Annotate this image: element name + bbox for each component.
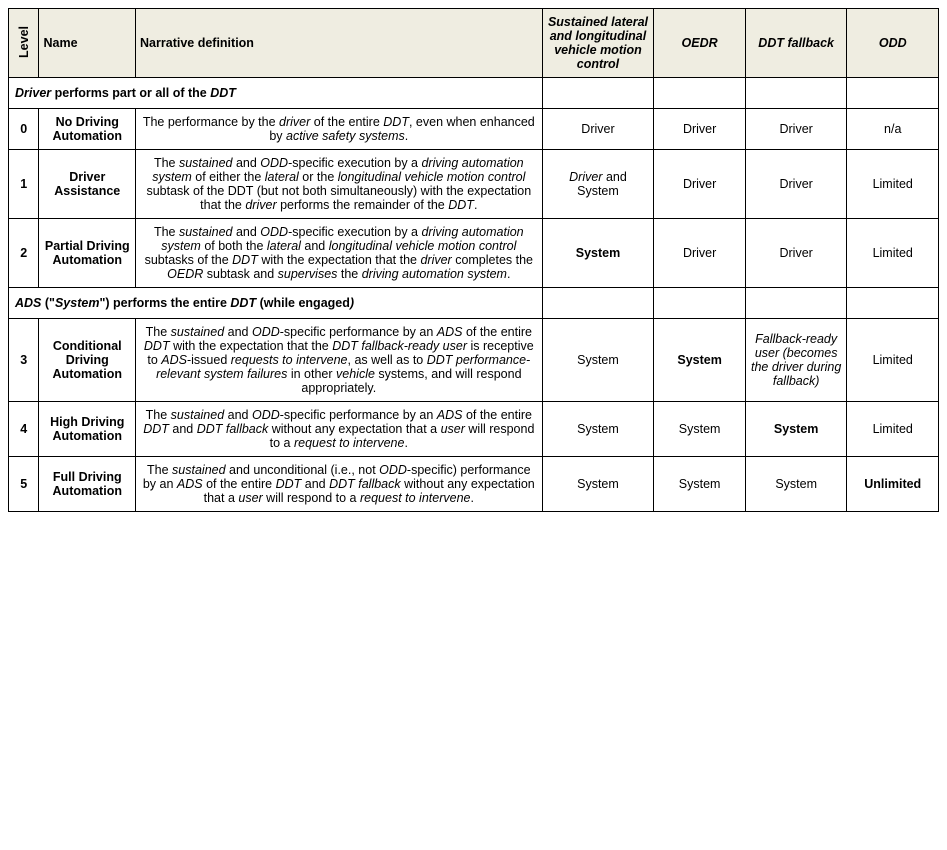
cell-level: 0: [9, 109, 39, 150]
cell-odd: n/a: [847, 109, 939, 150]
col-header-odd: ODD: [847, 9, 939, 78]
cell-name: Conditional Driving Automation: [39, 319, 136, 402]
cell-odd: Limited: [847, 150, 939, 219]
cell-fallback: Driver: [745, 150, 847, 219]
cell-level: 5: [9, 457, 39, 512]
table-row: 3Conditional Driving AutomationThe susta…: [9, 319, 939, 402]
section-header-empty: [745, 288, 847, 319]
table-row: 0No Driving AutomationThe performance by…: [9, 109, 939, 150]
cell-motion: System: [542, 219, 654, 288]
cell-oedr: System: [654, 402, 745, 457]
table-row: 5Full Driving AutomationThe sustained an…: [9, 457, 939, 512]
cell-oedr: Driver: [654, 150, 745, 219]
col-header-name: Name: [39, 9, 136, 78]
section-header-row: Driver performs part or all of the DDT: [9, 78, 939, 109]
table-row: 4High Driving AutomationThe sustained an…: [9, 402, 939, 457]
section-header-empty: [847, 288, 939, 319]
col-header-fallback: DDT fallback: [745, 9, 847, 78]
cell-name: Partial Driving Automation: [39, 219, 136, 288]
col-header-oedr: OEDR: [654, 9, 745, 78]
cell-name: No Driving Automation: [39, 109, 136, 150]
cell-name: Driver Assistance: [39, 150, 136, 219]
cell-level: 1: [9, 150, 39, 219]
cell-level: 2: [9, 219, 39, 288]
section-header-row: ADS ("System") performs the entire DDT (…: [9, 288, 939, 319]
cell-definition: The sustained and ODD-specific performan…: [136, 319, 543, 402]
cell-fallback: Driver: [745, 219, 847, 288]
cell-odd: Unlimited: [847, 457, 939, 512]
cell-definition: The sustained and ODD-specific execution…: [136, 150, 543, 219]
table-row: 1Driver AssistanceThe sustained and ODD-…: [9, 150, 939, 219]
cell-level: 4: [9, 402, 39, 457]
cell-fallback: System: [745, 402, 847, 457]
cell-definition: The performance by the driver of the ent…: [136, 109, 543, 150]
cell-definition: The sustained and ODD-specific execution…: [136, 219, 543, 288]
cell-motion: System: [542, 319, 654, 402]
cell-definition: The sustained and unconditional (i.e., n…: [136, 457, 543, 512]
cell-oedr: System: [654, 457, 745, 512]
table-row: 2Partial Driving AutomationThe sustained…: [9, 219, 939, 288]
cell-fallback: Driver: [745, 109, 847, 150]
cell-definition: The sustained and ODD-specific performan…: [136, 402, 543, 457]
cell-fallback: System: [745, 457, 847, 512]
col-header-definition: Narrative definition: [136, 9, 543, 78]
col-header-motion: Sustained lateral and longitudinal vehic…: [542, 9, 654, 78]
cell-name: Full Driving Automation: [39, 457, 136, 512]
cell-oedr: Driver: [654, 109, 745, 150]
section-header-text: Driver performs part or all of the DDT: [9, 78, 543, 109]
col-header-level: Level: [9, 9, 39, 78]
section-header-empty: [654, 78, 745, 109]
cell-oedr: System: [654, 319, 745, 402]
automation-levels-table: Level Name Narrative definition Sustaine…: [8, 8, 939, 512]
table-header: Level Name Narrative definition Sustaine…: [9, 9, 939, 78]
cell-motion: Driver: [542, 109, 654, 150]
section-header-text: ADS ("System") performs the entire DDT (…: [9, 288, 543, 319]
section-header-empty: [654, 288, 745, 319]
cell-motion: Driver and System: [542, 150, 654, 219]
cell-motion: System: [542, 402, 654, 457]
section-header-empty: [745, 78, 847, 109]
cell-odd: Limited: [847, 402, 939, 457]
section-header-empty: [542, 78, 654, 109]
cell-name: High Driving Automation: [39, 402, 136, 457]
cell-oedr: Driver: [654, 219, 745, 288]
cell-level: 3: [9, 319, 39, 402]
cell-fallback: Fallback-ready user (becomes the driver …: [745, 319, 847, 402]
table-body: Driver performs part or all of the DDT0N…: [9, 78, 939, 512]
section-header-empty: [847, 78, 939, 109]
cell-odd: Limited: [847, 219, 939, 288]
cell-motion: System: [542, 457, 654, 512]
section-header-empty: [542, 288, 654, 319]
cell-odd: Limited: [847, 319, 939, 402]
